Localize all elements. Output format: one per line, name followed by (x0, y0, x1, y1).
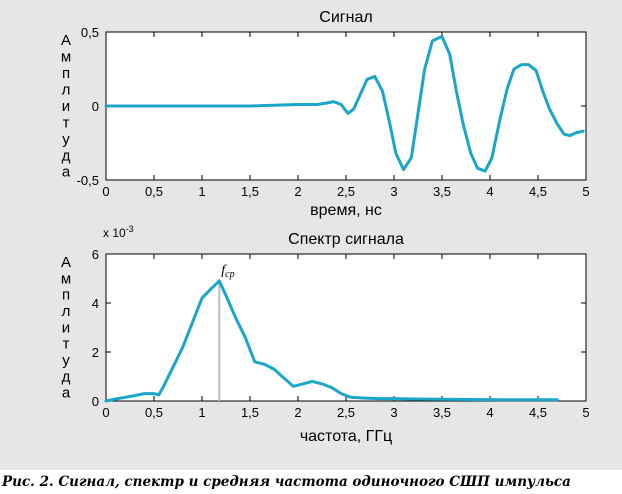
signal-x-axis-label: время, нс (310, 202, 382, 219)
x-tick-label: 2 (294, 184, 301, 199)
spectrum-x-axis-label: частота, ГГц (300, 428, 392, 445)
y-axis-label-letter: и (62, 319, 70, 336)
y-axis-label-letter: у (62, 131, 70, 148)
x-tick-label: 4,5 (529, 184, 547, 199)
x-tick-label: 0,5 (145, 405, 163, 420)
y-tick-label: 6 (92, 247, 99, 262)
y-axis-label-letter: А (61, 32, 71, 49)
y-axis-label-letter: у (62, 352, 70, 369)
x-tick-label: 2,5 (337, 405, 355, 420)
signal-plot: Сигнал 0 0,5 1 1,5 2 2,5 3 3,5 4 4,5 5-0,500,5 вре… (61, 9, 590, 219)
x-tick-label: 3,5 (433, 405, 451, 420)
mean-frequency-label: fcp (221, 263, 234, 280)
spectrum-series-line (104, 279, 559, 403)
spectrum-y-multiplier-base: x 10 (103, 226, 126, 240)
y-axis-label-letter: д (62, 147, 71, 164)
y-tick-label: -0,5 (77, 173, 99, 188)
y-tick-label: 0 (92, 99, 99, 114)
y-axis-label-letter: т (63, 336, 70, 353)
y-axis-label-letter: д (62, 368, 71, 385)
figure: Сигнал 0 0,5 1 1,5 2 2,5 3 3,5 4 4,5 5 -0,5 0 0,5 вре… (0, 0, 622, 470)
y-axis-label-letter: л (62, 303, 71, 320)
signal-plot-title: Сигнал (319, 9, 372, 26)
x-tick-label: 4 (486, 405, 493, 420)
x-tick-label: 4 (486, 184, 493, 199)
x-tick-label: 3 (390, 184, 397, 199)
y-axis-label-letter: п (62, 287, 70, 304)
y-axis-label-letter: т (63, 114, 70, 131)
x-tick-label: 1,5 (241, 405, 259, 420)
figure-caption: Рис. 2. Сигнал, спектр и средняя частота… (2, 474, 571, 490)
spectrum-plot-area (105, 253, 587, 402)
y-axis-label-letter: А (61, 254, 71, 271)
spectrum-plot-title: Спектр сигнала (288, 231, 404, 248)
signal-series-line (104, 34, 585, 173)
x-tick-label: 5 (582, 184, 589, 199)
y-axis-label-letter: а (62, 385, 71, 402)
y-axis-label-letter: м (61, 270, 71, 287)
x-tick-label: 1,5 (241, 184, 259, 199)
spectrum-y-exponent: -3 (126, 224, 134, 234)
signal-plot-ticks: 0 0,5 1 1,5 2 2,5 3 3,5 4 4,5 5-0,500,5 (77, 25, 590, 199)
x-tick-label: 5 (582, 405, 589, 420)
y-tick-label: 2 (92, 345, 99, 360)
x-tick-label: 1 (198, 405, 205, 420)
x-tick-label: 4,5 (529, 405, 547, 420)
mean-frequency-symbol: f (221, 263, 227, 278)
x-tick-label: 2 (294, 405, 301, 420)
mean-frequency-subscript: cp (225, 269, 234, 280)
x-tick-label: 2,5 (337, 184, 355, 199)
x-tick-label: 0,5 (145, 184, 163, 199)
x-tick-label: 3 (390, 405, 397, 420)
y-tick-label: 4 (92, 296, 99, 311)
x-tick-label: 0 (102, 405, 109, 420)
y-axis-label-letter: л (62, 81, 71, 98)
y-axis-label-letter: а (62, 164, 71, 181)
spectrum-y-multiplier: x 10-3 (103, 224, 134, 240)
spectrum-plot-ticks: 0 0,5 1 1,5 2 2,5 3 3,5 4 4,5 5 0 2 4 6 (92, 247, 590, 420)
x-tick-label: 3,5 (433, 184, 451, 199)
y-axis-label-letter: и (62, 98, 70, 115)
x-tick-label: 1 (198, 184, 205, 199)
y-tick-label: 0 (92, 394, 99, 409)
x-tick-label: 0 (102, 184, 109, 199)
spectrum-plot: Спектр сигнала x 10-3 0 0,5 1 1,5 2 2,5 3 3,5 4 4… (61, 224, 590, 445)
y-tick-label: 0,5 (81, 25, 99, 40)
y-axis-label-letter: п (62, 65, 70, 82)
y-axis-label-letter: м (61, 49, 71, 66)
figure-svg: Сигнал 0 0,5 1 1,5 2 2,5 3 3,5 4 4,5 5-0,500,5 вре… (61, 9, 590, 445)
